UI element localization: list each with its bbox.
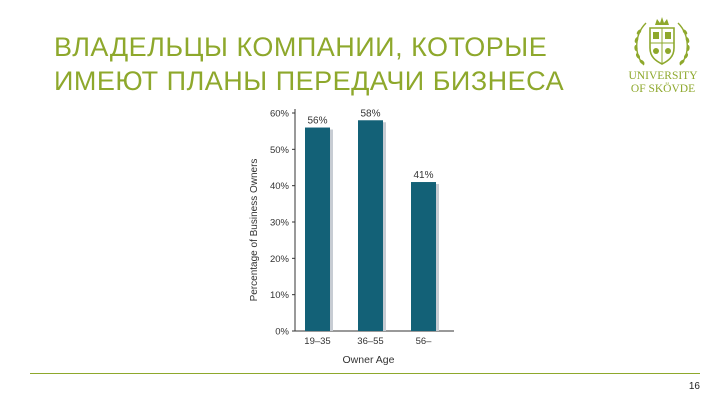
university-seal-icon bbox=[634, 17, 690, 66]
bar-data-label: 58% bbox=[360, 108, 380, 119]
slide-title-line-2: ИМЕЮТ ПЛАНЫ ПЕРЕДАЧИ БИЗНЕСА bbox=[54, 66, 565, 96]
y-tick-label: 50% bbox=[270, 145, 290, 156]
bar-data-label: 56% bbox=[307, 116, 327, 127]
x-axis-title: Owner Age bbox=[343, 354, 395, 366]
y-tick-label: 60% bbox=[270, 109, 290, 120]
slide-title: ВЛАДЕЛЬЦЫ КОМПАНИИ, КОТОРЫЕ ИМЕЮТ ПЛАНЫ … bbox=[54, 30, 614, 98]
y-axis-title: Percentage of Business Owners bbox=[249, 159, 260, 302]
bar-chart: 0% 10% 20% 30% 40% 50% 60% 56% 19–35 58% 36–55 41% 5… bbox=[249, 108, 454, 366]
x-tick-label: 19–35 bbox=[304, 336, 330, 347]
bar bbox=[305, 127, 330, 332]
y-tick-label: 0% bbox=[275, 327, 289, 338]
footer-divider bbox=[30, 373, 700, 374]
y-tick-label: 30% bbox=[270, 218, 290, 229]
bar bbox=[358, 120, 383, 331]
bar-data-label: 41% bbox=[413, 170, 433, 181]
university-logo-text: UNIVERSITY OF SKÖVDE bbox=[618, 70, 708, 96]
y-tick-label: 10% bbox=[270, 290, 290, 301]
logo-line-2: OF SKÖVDE bbox=[630, 83, 696, 95]
bar bbox=[411, 182, 436, 331]
x-tick-label: 56– bbox=[416, 336, 433, 347]
logo-line-1: UNIVERSITY bbox=[628, 70, 698, 82]
slide-title-line-1: ВЛАДЕЛЬЦЫ КОМПАНИИ, КОТОРЫЕ bbox=[54, 32, 548, 62]
page-number: 16 bbox=[688, 381, 700, 392]
y-tick-label: 40% bbox=[270, 181, 290, 192]
y-tick-label: 20% bbox=[270, 254, 290, 265]
x-tick-label: 36–55 bbox=[357, 336, 383, 347]
